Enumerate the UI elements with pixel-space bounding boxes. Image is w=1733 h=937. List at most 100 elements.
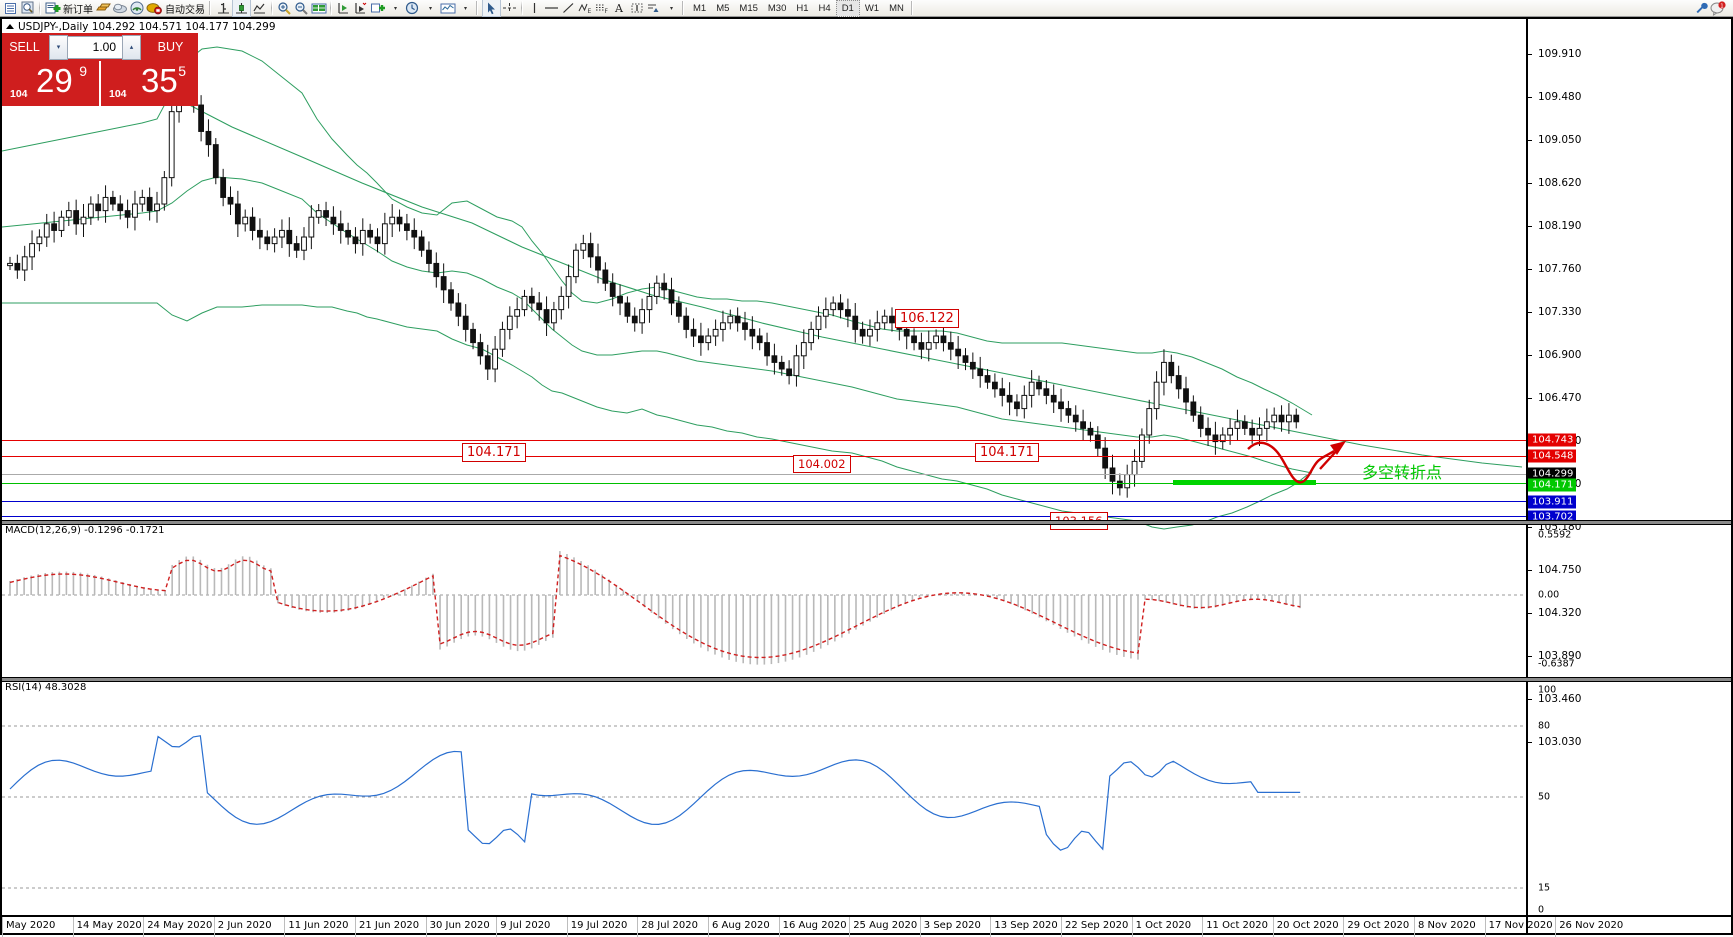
rsi-price-scale: 100 80 50 15 0 [1526,682,1731,916]
signal-icon[interactable] [129,0,146,16]
date-tick-label: 11 Jun 2020 [288,920,349,931]
timeframe-M1[interactable]: M1 [693,2,707,14]
price-tick-label: 103.890 [1538,650,1582,662]
vline-icon[interactable] [526,0,543,16]
macd-pane-separator[interactable] [2,520,1731,525]
trendline-icon[interactable] [560,0,577,16]
magnifier-icon[interactable] [19,0,36,16]
date-tick [1555,917,1557,937]
gold-bars-icon[interactable] [95,0,112,16]
list-icon[interactable] [2,0,19,16]
data-window-icon[interactable] [310,0,327,16]
annotation-104002[interactable]: 104.002 [793,455,851,473]
shapes-icon[interactable] [645,0,662,16]
price-badge-103911[interactable]: 103.911 [1528,495,1577,509]
collapse-triangle-icon[interactable] [6,24,14,29]
rsi-drawing [2,725,1527,889]
timeframe-M5[interactable]: M5 [716,2,730,14]
line-chart-icon[interactable] [251,0,268,16]
price-badge-current-104299[interactable]: 104.299 [1528,467,1577,481]
date-axis[interactable]: May 2020 14 May 2020 24 May 2020 2 Jun 2020… [2,915,1731,937]
sell-button[interactable]: SELL [2,33,47,61]
annotation-106122[interactable]: 106.122 [895,309,959,328]
price-tick [1528,183,1532,184]
svg-text:1: 1 [1720,3,1723,9]
rsi-scale-100: 100 [1538,684,1557,696]
text-icon[interactable]: A [611,0,628,16]
cloud-icon[interactable] [112,0,129,16]
buy-price-display[interactable]: 104 35 5 [101,61,198,106]
autotrade-icon[interactable] [146,0,163,16]
hline-103911[interactable] [2,501,1527,502]
wrench-icon[interactable] [1693,0,1710,16]
annotation-104171-right[interactable]: 104.171 [975,443,1039,462]
timeframe-M15[interactable]: M15 [739,2,758,14]
timeframe-MN[interactable]: MN [889,2,904,14]
shift-end-icon[interactable] [335,0,352,16]
chart-window[interactable]: USDJPY-,Daily 104.292 104.571 104.177 10… [0,17,1733,937]
timeframe-H1[interactable]: H1 [796,2,809,14]
new-order-icon[interactable] [44,0,61,16]
autotrade-label[interactable]: 自动交易 [165,4,205,16]
macd-pane[interactable]: MACD(12,26,9) -0.1296 -0.1721 [2,525,1527,677]
annotation-104171-left[interactable]: 104.171 [462,443,526,462]
date-tick [425,917,427,937]
cursor-icon[interactable] [482,0,501,17]
indicators-dropdown-caret[interactable]: ▾ [393,5,397,12]
chart-plot-area[interactable]: USDJPY-,Daily 104.292 104.571 104.177 10… [2,19,1731,937]
rsi-pane[interactable]: RSI(14) 48.3028 [2,682,1527,915]
indicators-icon[interactable] [369,0,386,16]
price-badge-104548[interactable]: 104.548 [1528,449,1577,463]
sell-price-prefix: 104 [10,88,28,100]
price-tick-label: 103.460 [1538,693,1582,705]
autoscroll-icon[interactable] [352,0,369,16]
date-tick [496,917,498,937]
volume-stepper[interactable]: ▾ 1.00 ▴ [47,33,143,61]
new-order-label[interactable]: 新订单 [63,4,93,16]
rsi-pane-separator[interactable] [2,677,1731,682]
timeframe-M30[interactable]: M30 [767,2,787,14]
chinese-note-turning-point[interactable]: 多空转折点 [1362,463,1443,482]
price-badge-104743[interactable]: 104.743 [1528,433,1577,447]
volume-input[interactable]: 1.00 [68,35,122,59]
crosshair-icon[interactable] [501,0,518,16]
macd-price-scale: 0.5592 0.00 -0.6387 [1526,525,1731,677]
text-label-icon[interactable] [628,0,645,16]
svg-text:E: E [588,8,592,15]
volume-decrease-button[interactable]: ▾ [49,34,68,60]
date-tick [637,917,639,937]
rsi-scale-15: 15 [1538,882,1551,894]
volume-increase-button[interactable]: ▴ [122,34,141,60]
price-badge-104171[interactable]: 104.171 [1528,478,1577,492]
date-tick-label: 28 Jul 2020 [641,920,698,931]
price-scale[interactable]: 109.910 109.480 109.050 108.620 108.190 107.7… [1526,19,1731,933]
fibonacci-icon[interactable]: F [594,0,611,16]
elliott-wave-icon[interactable]: E [577,0,594,16]
zoom-out-icon[interactable] [293,0,310,16]
period-clock-icon[interactable] [404,0,421,16]
timeframe-H4[interactable]: H4 [818,2,831,14]
zoom-in-icon[interactable] [276,0,293,16]
hline-104171[interactable] [2,483,1527,484]
buy-button[interactable]: BUY [143,33,198,61]
price-tick-label: 106.900 [1538,349,1582,361]
price-tick [1528,398,1532,399]
shapes-dropdown-caret[interactable]: ▾ [669,5,673,12]
chart-symbol-header: USDJPY-,Daily 104.292 104.571 104.177 10… [6,21,276,33]
candlestick-chart-icon[interactable] [232,0,251,17]
one-click-trading-panel[interactable]: SELL ▾ 1.00 ▴ BUY 104 29 9 104 [2,33,198,106]
svg-text:A: A [614,2,624,15]
support-zone-highlight[interactable] [1173,480,1316,485]
candlestick-series [7,52,1300,498]
bar-chart-icon[interactable] [215,0,232,16]
hline-icon[interactable] [543,0,560,16]
sell-price-display[interactable]: 104 29 9 [2,61,99,106]
templates-icon[interactable] [439,0,456,16]
date-tick-label: 8 Nov 2020 [1418,920,1476,931]
timeframe-W1[interactable]: W1 [864,2,880,14]
hline-103702[interactable] [2,516,1527,517]
period-dropdown-caret[interactable]: ▾ [428,5,432,12]
alert-icon[interactable]: 1 [1710,0,1727,16]
templates-dropdown-caret[interactable]: ▾ [463,5,467,12]
timeframe-D1[interactable]: D1 [835,0,860,17]
